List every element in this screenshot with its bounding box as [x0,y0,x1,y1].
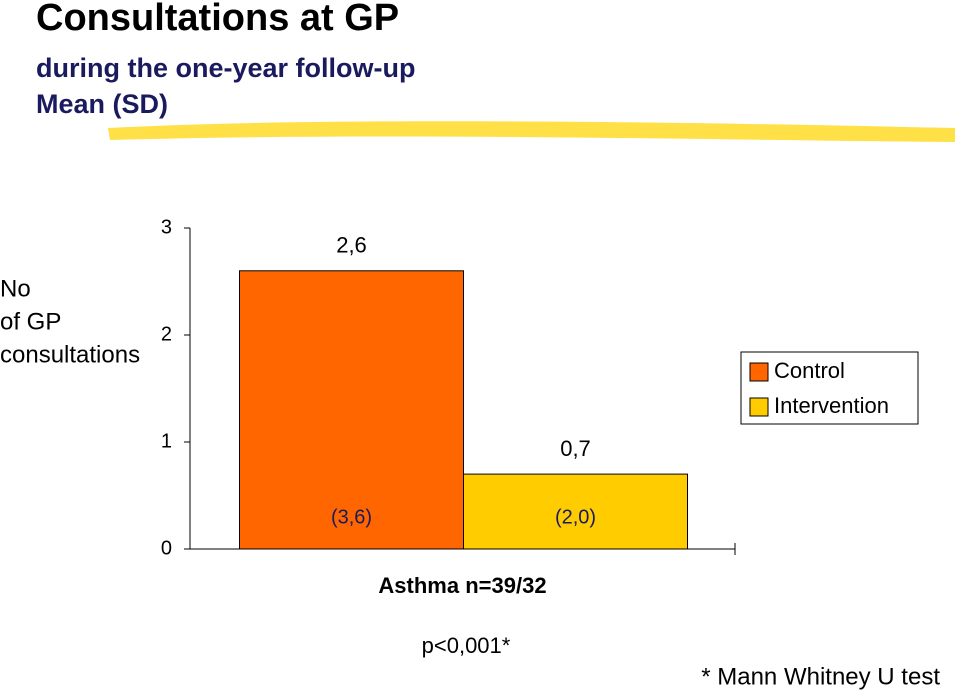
y-axis-label: consultations [0,341,140,368]
subtitle: Mean (SD) [36,89,168,119]
title-underline [108,121,955,142]
y-tick-label: 0 [161,537,172,559]
sd-label: (2,0) [555,506,596,528]
legend-label: Control [774,358,845,383]
sd-label: (3,6) [331,506,372,528]
y-axis-label: No [0,275,31,302]
legend-swatch [749,362,769,382]
legend-label: Intervention [774,393,889,418]
y-tick-label: 3 [161,216,172,238]
bar [239,270,464,550]
subtitle: during the one-year follow-up [36,53,416,83]
legend-box [740,351,919,425]
value-label: 2,6 [336,233,367,258]
footnote: * Mann Whitney U test [701,663,940,690]
y-tick-label: 2 [161,323,172,345]
chart-title: Consultations at GP [36,0,399,39]
legend-swatch [749,397,769,417]
value-label: 0,7 [560,436,591,461]
bar [463,473,688,550]
y-tick-label: 1 [161,430,172,452]
annotation: p<0,001* [422,633,511,658]
x-tick-label: Asthma n=39/32 [378,573,546,598]
y-axis-label: of GP [0,308,61,335]
